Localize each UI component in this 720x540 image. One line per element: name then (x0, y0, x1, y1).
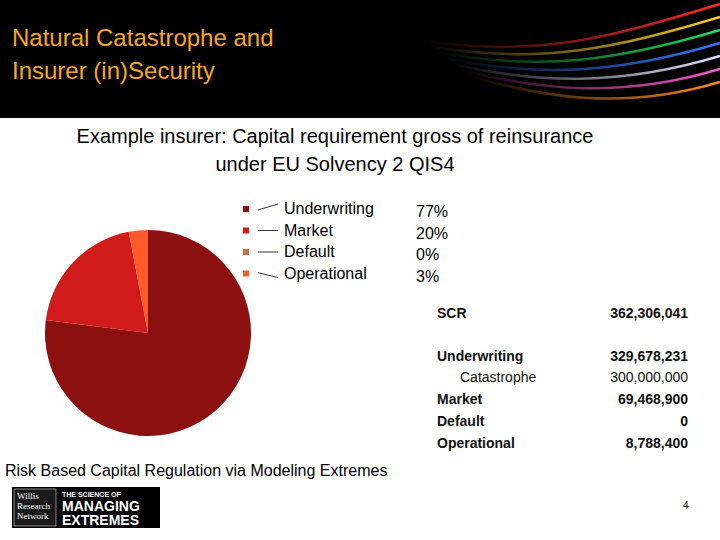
legend-value: 3% (416, 268, 439, 285)
legend-leader (258, 204, 278, 210)
banner-streak (420, 4, 720, 47)
table-label: Default (437, 413, 485, 429)
table-label: SCR (437, 305, 467, 321)
footer: Risk Based Capital Regulation via Modeli… (5, 462, 387, 479)
banner-streak (436, 30, 720, 62)
logo-mark (14, 489, 56, 526)
table-value: 300,000,000 (610, 369, 688, 385)
pie-slice (45, 230, 251, 436)
legend-swatch (243, 271, 249, 277)
slide-title: Insurer (in)Security (12, 57, 215, 84)
legend-swatch (243, 206, 249, 212)
banner (0, 0, 720, 118)
legend-leader (258, 230, 278, 231)
legend-value: 0% (416, 246, 439, 263)
logo-box (12, 487, 160, 528)
table-value: 69,468,900 (618, 391, 688, 407)
logo-text: EXTREMES (62, 512, 139, 528)
table-label: Operational (437, 435, 515, 451)
table: SCR 362,306,041 Underwriting 329,678,231 Cat… (437, 305, 688, 451)
page-number: 4 (683, 500, 689, 511)
legend-label: Operational (284, 265, 367, 282)
chart-title: Example insurer: Capital requirement gro… (77, 125, 594, 147)
legend-value: 77% (416, 203, 448, 220)
table-value: 0 (680, 413, 688, 429)
slide: Natural Catastrophe and Insurer (in)Secur… (0, 0, 720, 540)
banner-streak (468, 76, 720, 99)
banner-streak (452, 56, 720, 79)
background (0, 0, 720, 540)
table-value: 362,306,041 (610, 305, 688, 321)
table-label: Catastrophe (460, 369, 536, 385)
logo-text: Willis (17, 491, 39, 501)
legend-label: Underwriting (284, 200, 374, 217)
logo-text: Network (17, 511, 49, 521)
banner-streak (428, 17, 720, 54)
legend-swatch (243, 249, 249, 255)
table-label: Underwriting (437, 348, 523, 364)
slide-title: Natural Catastrophe and (12, 24, 274, 51)
logo-text: Research (17, 501, 50, 511)
legend-leader (258, 273, 278, 278)
table-label: Market (437, 391, 482, 407)
logo: WillisResearchNetworkTHE SCIENCE OFMANAG… (12, 487, 160, 528)
logo-text: THE SCIENCE OF (62, 491, 121, 498)
chart-title: under EU Solvency 2 QIS4 (215, 153, 454, 175)
banner-streak (460, 69, 720, 88)
pie-slice (129, 230, 148, 333)
pie (45, 230, 251, 436)
legend-label: Default (284, 243, 335, 260)
table-value: 8,788,400 (626, 435, 688, 451)
legend-swatch (243, 228, 249, 234)
legend-leader (258, 252, 278, 253)
legend-value: 20% (416, 225, 448, 242)
table-value: 329,678,231 (610, 348, 688, 364)
legend-label: Market (284, 222, 333, 239)
legend: Underwriting 77% Market 20% Default 0% Operati… (243, 200, 448, 285)
